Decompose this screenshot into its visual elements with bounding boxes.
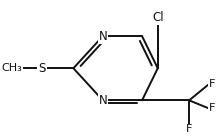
Text: Cl: Cl [152,11,164,24]
Text: F: F [186,124,192,134]
Text: F: F [209,103,215,113]
Text: F: F [209,79,215,89]
Text: N: N [99,94,107,107]
Text: CH₃: CH₃ [2,63,22,73]
Text: N: N [99,30,107,43]
Text: S: S [38,62,46,75]
